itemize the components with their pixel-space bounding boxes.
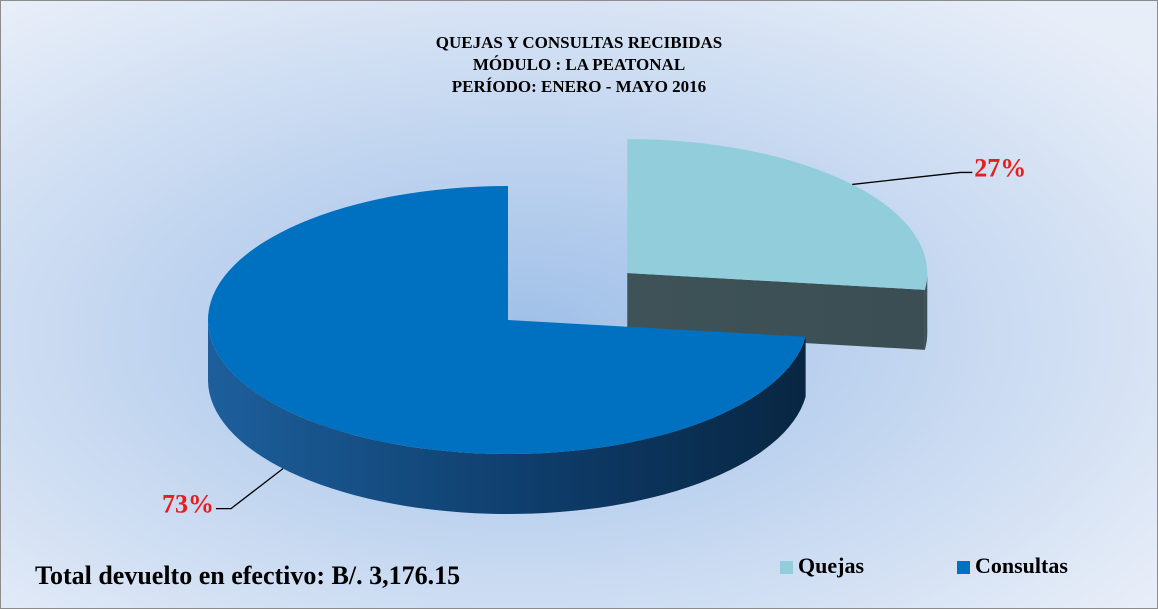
legend-label: Quejas bbox=[798, 553, 864, 578]
slice-wall bbox=[924, 273, 928, 350]
legend-swatch bbox=[957, 561, 970, 574]
legend-swatch bbox=[780, 561, 793, 574]
legend-label: Consultas bbox=[975, 553, 1068, 578]
slice bbox=[627, 139, 928, 290]
slice-side bbox=[627, 273, 925, 350]
slice-wall bbox=[208, 320, 806, 515]
chart-title: QUEJAS Y CONSULTAS RECIBIDAS bbox=[436, 33, 722, 52]
annotation: Total devuelto en efectivo: B/. 3,176.15 bbox=[35, 561, 460, 590]
data-label: 27% bbox=[974, 153, 1026, 182]
data-label: 73% bbox=[162, 490, 214, 519]
leader-line bbox=[215, 468, 284, 510]
chart-title: MÓDULO : LA PEATONAL bbox=[473, 55, 685, 74]
leader-line bbox=[852, 171, 973, 186]
chart-title: PERÍODO: ENERO - MAYO 2016 bbox=[452, 77, 706, 96]
slice bbox=[208, 186, 806, 454]
